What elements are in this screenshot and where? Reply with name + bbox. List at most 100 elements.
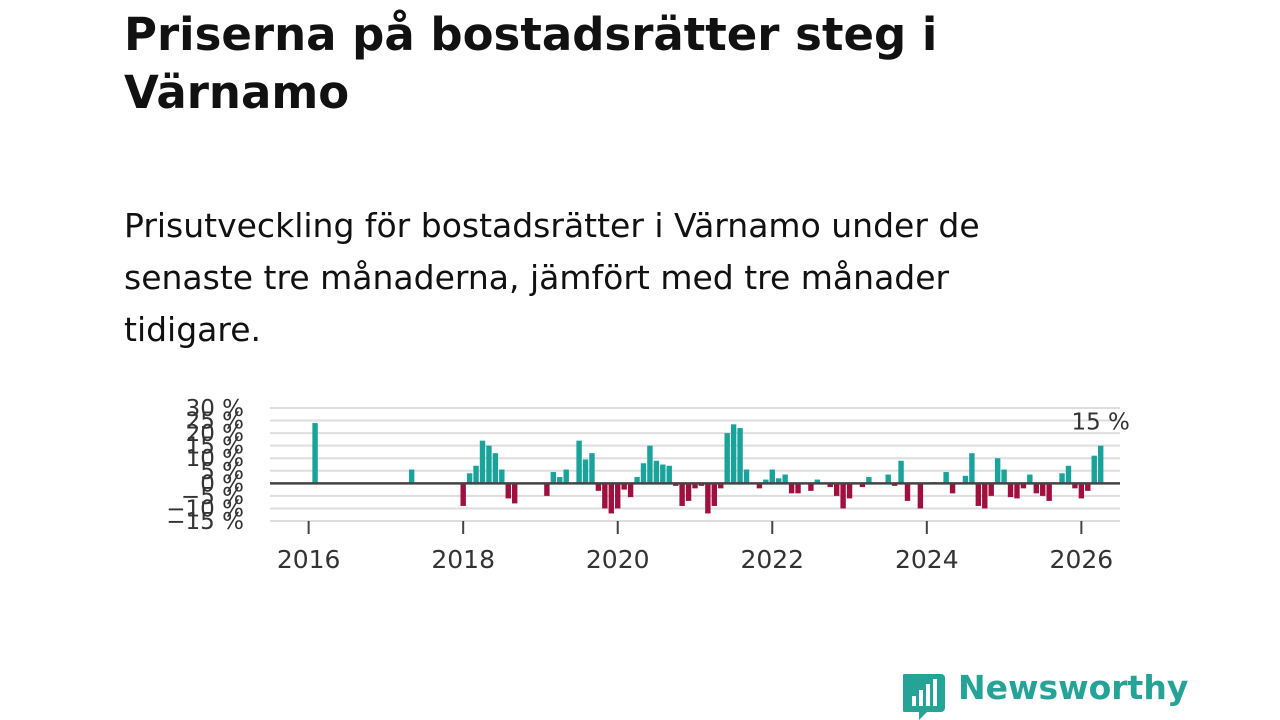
bar	[621, 483, 627, 490]
bar	[679, 483, 685, 506]
bar	[756, 483, 763, 489]
bar	[1033, 483, 1039, 494]
bar	[511, 483, 518, 504]
bar	[692, 483, 698, 489]
y-tick-label: 30 %	[186, 396, 244, 422]
y-tick-label: −15 %	[166, 509, 244, 535]
bar	[994, 458, 1001, 484]
bar	[1046, 483, 1052, 501]
y-tick-label: 15 %	[186, 434, 244, 460]
x-tick-label: 2016	[277, 545, 341, 574]
bar	[486, 445, 492, 484]
bar	[705, 483, 711, 514]
bar	[827, 483, 833, 488]
bar	[473, 465, 479, 484]
bar	[312, 423, 318, 484]
y-tick-label: −10 %	[166, 496, 244, 522]
bar	[608, 483, 614, 514]
bar	[634, 477, 640, 484]
bar	[859, 483, 866, 488]
page-title: Priserna på bostadsrätter steg i Värnamo	[124, 8, 938, 119]
bar	[711, 483, 718, 506]
bar	[1091, 455, 1097, 484]
bar	[814, 479, 821, 484]
bar	[949, 483, 956, 494]
bar	[1072, 483, 1078, 489]
bar	[666, 465, 672, 484]
newsworthy-logo	[903, 674, 945, 720]
bar	[833, 483, 840, 496]
bar	[466, 473, 473, 484]
x-tick-label: 2026	[1050, 545, 1114, 574]
bar	[1059, 473, 1065, 484]
bar	[718, 483, 724, 489]
bar	[724, 433, 730, 484]
bar	[917, 483, 924, 509]
chart-subtitle: Prisutveckling för bostadsrätter i Värna…	[124, 206, 980, 349]
bar	[969, 453, 975, 484]
bar	[1078, 483, 1085, 499]
bar	[982, 483, 988, 509]
bar	[595, 483, 602, 491]
bar	[1085, 483, 1091, 491]
x-tick-label: 2020	[586, 545, 650, 574]
bar	[557, 477, 563, 484]
bar	[1097, 445, 1104, 484]
bar	[743, 469, 750, 484]
bar	[943, 472, 949, 484]
bar	[730, 424, 737, 484]
y-tick-label: 25 %	[186, 409, 244, 435]
bar	[653, 460, 660, 484]
bar	[479, 440, 486, 484]
bars	[312, 423, 1104, 514]
bar	[962, 475, 969, 484]
grid-lines	[270, 407, 1120, 522]
bar	[1014, 483, 1020, 499]
y-tick-label: 10 %	[186, 446, 244, 472]
y-tick-label: 5 %	[200, 459, 244, 485]
y-tick-label: 20 %	[186, 421, 244, 447]
bar	[647, 445, 653, 484]
bar	[788, 483, 795, 494]
bar	[627, 483, 634, 498]
bar	[563, 469, 569, 484]
bar	[582, 459, 589, 484]
bar-chart-speech-bubble-icon	[903, 674, 945, 720]
bar	[840, 483, 846, 509]
bar	[544, 483, 550, 496]
bar	[904, 483, 911, 501]
newsworthy-wordmark: Newsworthy	[958, 668, 1189, 707]
bar	[988, 483, 994, 496]
x-tick-label: 2022	[740, 545, 804, 574]
x-axis-tick-labels: 2016 2018 2020 2022 2024 2026	[277, 521, 1113, 574]
bar	[1027, 474, 1033, 484]
bar	[782, 474, 788, 484]
bar	[898, 460, 904, 484]
bar	[1007, 483, 1014, 498]
bar	[885, 474, 891, 484]
bar	[763, 479, 769, 484]
bar	[660, 464, 666, 484]
bar	[460, 483, 466, 506]
y-tick-label: 0 %	[200, 471, 244, 497]
bar	[492, 453, 499, 484]
bar	[1065, 465, 1072, 484]
bar	[1001, 469, 1007, 484]
bar	[672, 483, 679, 486]
y-axis-tick-labels: 30 %25 %20 %15 %10 %5 %0 %−5 %−10 %−15 %	[166, 396, 244, 535]
bar	[685, 483, 692, 501]
bar	[776, 478, 782, 484]
bar	[499, 469, 505, 484]
bar	[808, 483, 814, 491]
bar	[866, 477, 872, 484]
bar	[576, 440, 582, 484]
bar	[589, 453, 595, 484]
last-value-label: 15 %	[1071, 410, 1129, 436]
x-tick-label: 2024	[895, 545, 959, 574]
y-tick-label: −5 %	[181, 484, 244, 510]
bar	[408, 469, 415, 484]
bar	[795, 483, 801, 494]
bar	[602, 483, 608, 509]
bar	[1020, 483, 1027, 489]
